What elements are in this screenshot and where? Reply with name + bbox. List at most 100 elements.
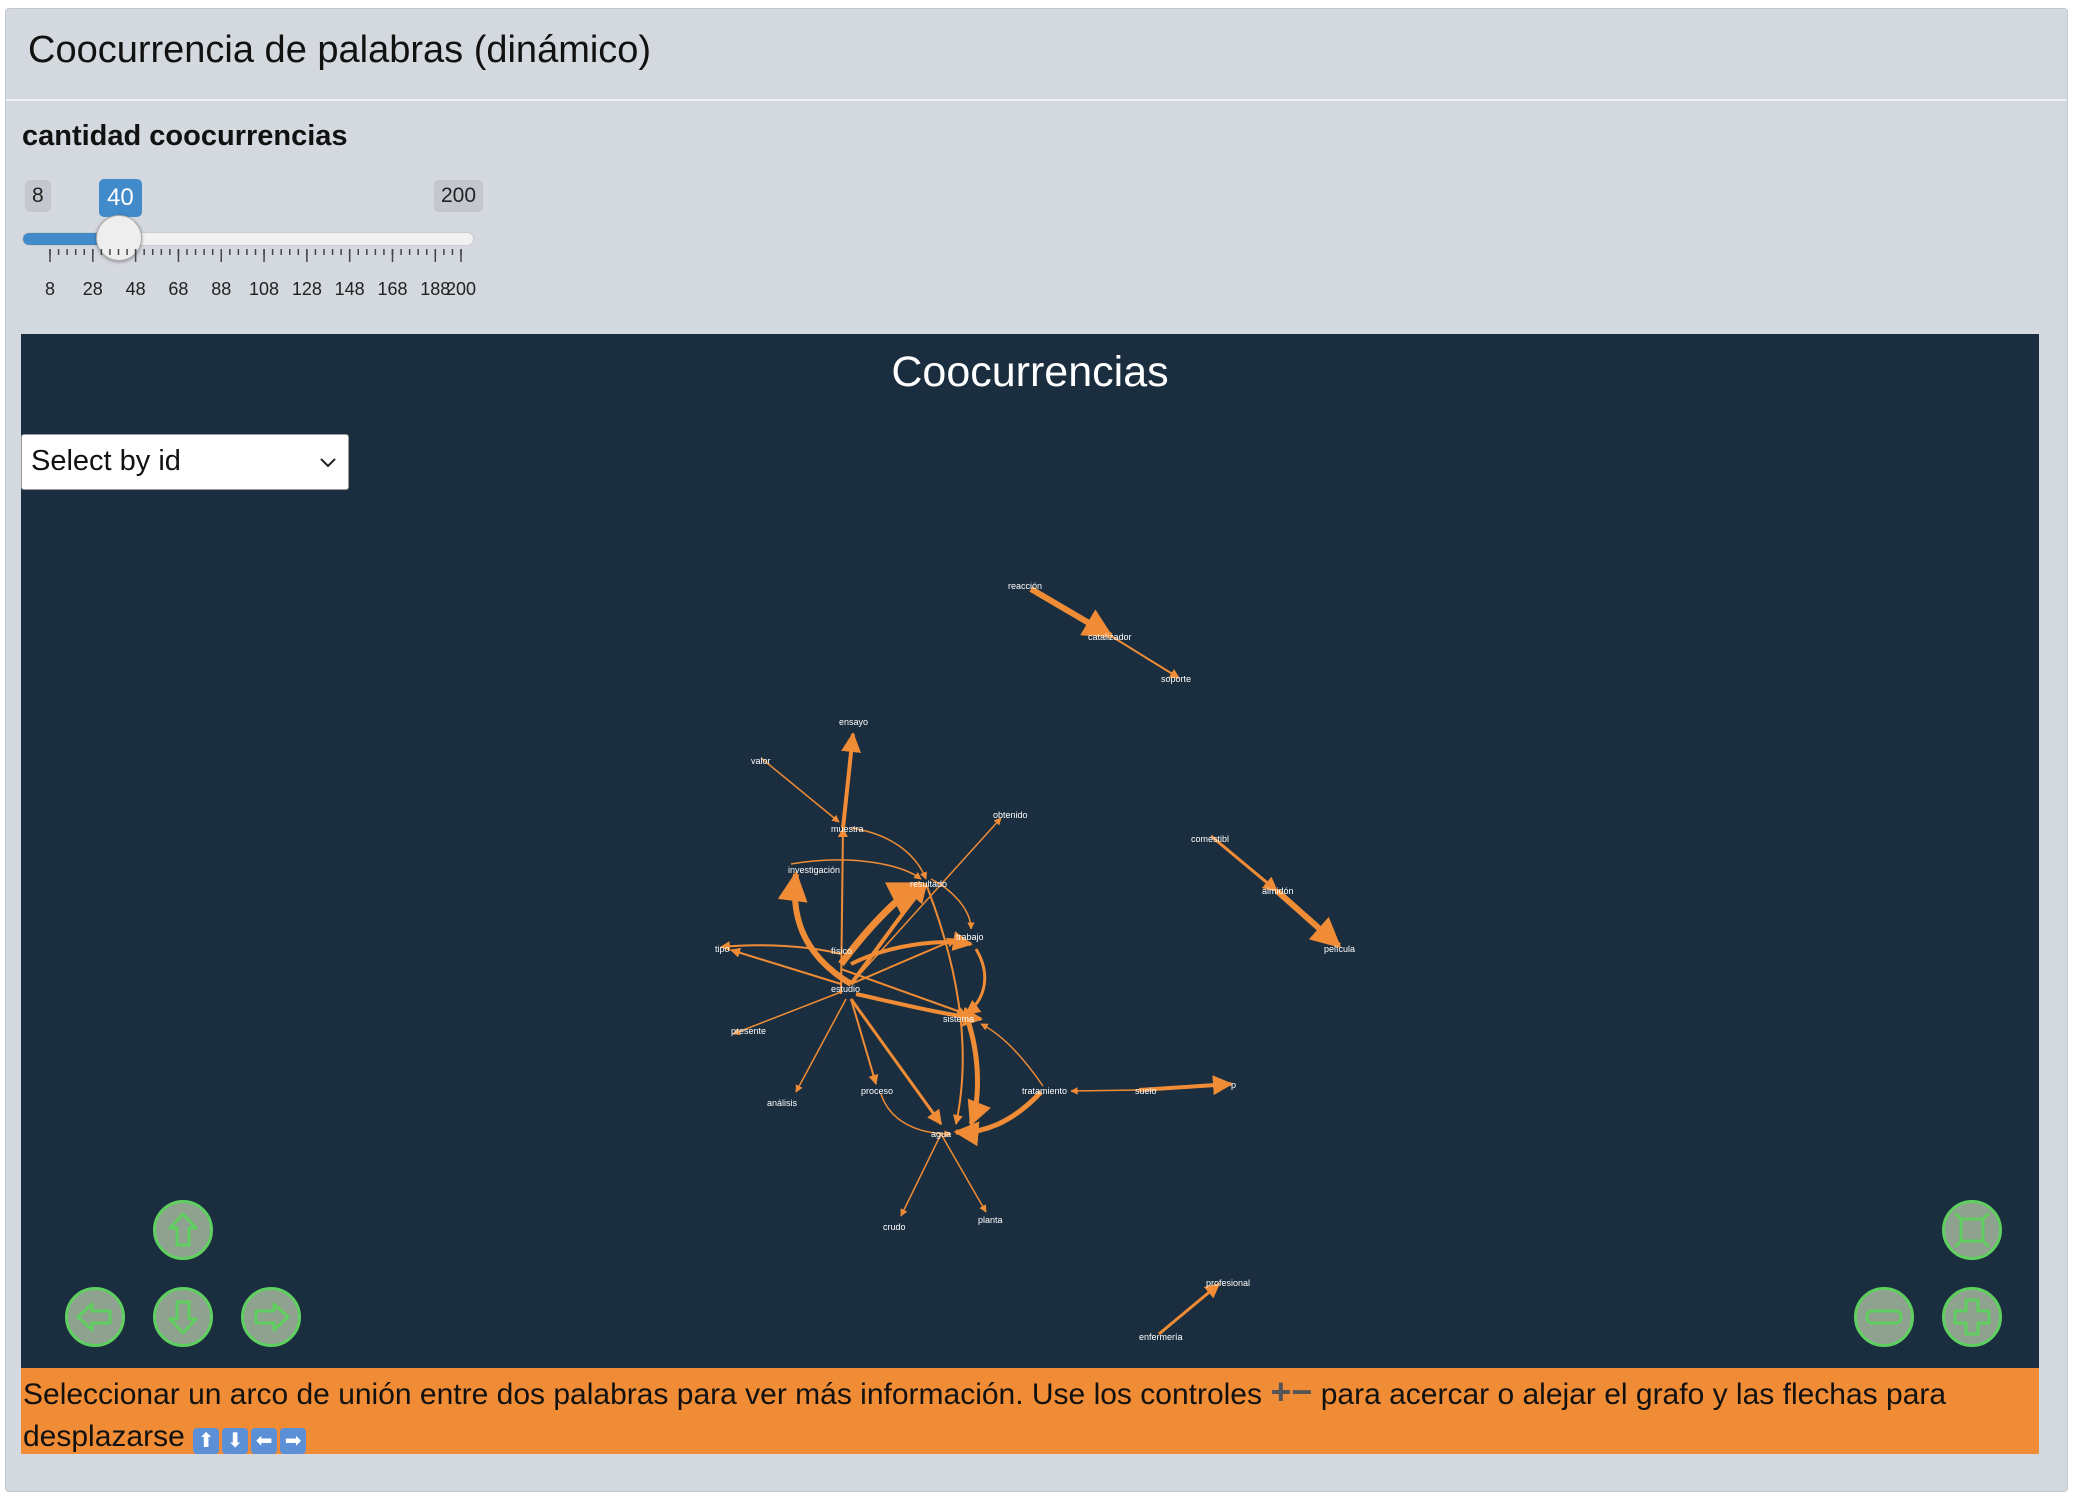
edge-valor-muestra bbox=[760, 757, 840, 823]
edge-estudio-agua bbox=[849, 998, 943, 1126]
pan-down-button[interactable] bbox=[153, 1287, 213, 1347]
edge-enfermeria-profesional bbox=[1158, 1282, 1221, 1336]
plus-icon bbox=[1953, 1298, 1991, 1336]
slider-max-badge: 200 bbox=[434, 180, 484, 212]
network-graph[interactable]: Coocurrencias Select by id bbox=[21, 334, 2039, 1368]
chevron-down-icon bbox=[320, 458, 336, 468]
node-suelo[interactable]: suelo bbox=[1135, 1086, 1157, 1096]
pan-left-button[interactable] bbox=[65, 1287, 125, 1347]
node-catalizador[interactable]: catalizador bbox=[1088, 632, 1132, 642]
graph-canvas[interactable]: reacción catalizador soporte ensayo valo… bbox=[21, 334, 2039, 1368]
node-sistema[interactable]: sistema bbox=[943, 1014, 974, 1024]
slider-tick-label: 68 bbox=[168, 279, 189, 299]
help-text-part-1: Seleccionar un arco de unión entre dos p… bbox=[23, 1378, 1271, 1411]
edge-muestra-ensayo bbox=[841, 732, 862, 829]
slider-ticks bbox=[49, 249, 462, 262]
slider-label: cantidad coocurrencias bbox=[22, 120, 348, 152]
node-estudio[interactable]: estudio bbox=[831, 984, 860, 994]
edge-estudio-investigacion bbox=[777, 871, 853, 987]
node-analisis[interactable]: análisis bbox=[767, 1098, 798, 1108]
arrow-up-icon bbox=[168, 1212, 198, 1247]
edge-estudio-sistema bbox=[855, 992, 983, 1027]
node-pelicula[interactable]: película bbox=[1324, 944, 1355, 954]
slider-tick-label: 168 bbox=[377, 279, 408, 299]
slider-tick-label: 28 bbox=[82, 279, 103, 299]
node-crudo[interactable]: crudo bbox=[883, 1222, 906, 1232]
arrow-right-icon bbox=[254, 1302, 290, 1332]
edge-investigacion-resultado bbox=[790, 859, 922, 880]
edge-comestibl-almidon bbox=[1210, 834, 1279, 893]
node-resultado[interactable]: resultado bbox=[910, 879, 947, 889]
edge-fisico-sistema bbox=[840, 968, 967, 1016]
node-tratamiento[interactable]: tratamiento bbox=[1022, 1086, 1067, 1096]
slider-tick-label: 148 bbox=[334, 279, 365, 299]
node-enfermeria[interactable]: enfermería bbox=[1139, 1332, 1183, 1342]
help-text-part-2: para acercar o alejar el grafo y las fle… bbox=[23, 1378, 1947, 1453]
edge-tratamiento-sistema bbox=[980, 1023, 1044, 1087]
edge-estudio-muestra bbox=[837, 827, 848, 995]
node-presente[interactable]: presente bbox=[731, 1026, 766, 1036]
arrow-keys-icon: ⬆ ⬇ ⬅ ➡ bbox=[193, 1417, 309, 1459]
slider-tick-label: 128 bbox=[291, 279, 322, 299]
node-trabajo[interactable]: trabajo bbox=[956, 932, 984, 942]
node-comestibl[interactable]: comestibl bbox=[1191, 834, 1229, 844]
edge-agua-crudo bbox=[900, 1133, 942, 1217]
slider-tick-label: 8 bbox=[44, 279, 56, 299]
graph-labels: reacción catalizador soporte ensayo valo… bbox=[715, 581, 1355, 1342]
arrow-left-icon bbox=[76, 1302, 112, 1332]
node-obtenido[interactable]: obtenido bbox=[993, 810, 1028, 820]
arrow-down-icon bbox=[168, 1300, 198, 1335]
minus-icon bbox=[1865, 1309, 1903, 1325]
slider-tick-label: 48 bbox=[125, 279, 146, 299]
edge-estudio-presente bbox=[732, 991, 842, 1036]
node-tipo[interactable]: tipo bbox=[715, 944, 730, 954]
node-agua[interactable]: agua bbox=[931, 1129, 951, 1139]
slider-tick-label: 108 bbox=[249, 279, 280, 299]
edge-resultado-trabajo bbox=[930, 878, 975, 930]
edge-sistema-agua bbox=[966, 1023, 991, 1127]
node-planta[interactable]: planta bbox=[978, 1215, 1003, 1225]
edge-estudio-trabajo bbox=[850, 937, 957, 985]
slider-min-badge: 8 bbox=[25, 180, 51, 212]
edge-proceso-agua bbox=[880, 1093, 952, 1138]
pan-right-button[interactable] bbox=[241, 1287, 301, 1347]
edge-almidon-pelicula bbox=[1275, 888, 1342, 949]
edge-fisico-tipo bbox=[720, 941, 842, 955]
node-ensayo[interactable]: ensayo bbox=[839, 717, 868, 727]
graph-edges bbox=[720, 586, 1342, 1336]
edge-estudio-tipo bbox=[730, 947, 842, 985]
node-almidon[interactable]: almidón bbox=[1262, 886, 1294, 896]
edge-estudio-obtenido bbox=[850, 817, 1002, 985]
node-p[interactable]: p bbox=[1231, 1080, 1236, 1090]
select-placeholder: Select by id bbox=[31, 445, 181, 477]
edge-estudio-resultado bbox=[849, 882, 928, 986]
edge-estudio-analisis bbox=[795, 998, 847, 1093]
node-reaccion[interactable]: reacción bbox=[1008, 581, 1042, 591]
panel-header: Coocurrencia de palabras (dinámico) bbox=[6, 9, 2067, 101]
edge-suelo-p bbox=[1138, 1075, 1233, 1096]
edge-resultado-agua bbox=[925, 883, 964, 1125]
pan-up-button[interactable] bbox=[153, 1200, 213, 1260]
node-valor[interactable]: valor bbox=[751, 756, 771, 766]
node-fisico[interactable]: físico bbox=[831, 946, 852, 956]
edge-fisico-trabajo bbox=[850, 931, 973, 966]
fit-view-button[interactable] bbox=[1942, 1200, 2002, 1260]
slider-fill bbox=[23, 233, 119, 245]
edge-estudio-proceso bbox=[850, 998, 879, 1085]
node-muestra[interactable]: muestra bbox=[831, 824, 864, 834]
node-investigacion[interactable]: investigación bbox=[788, 865, 840, 875]
slider-tick-label: 188 bbox=[420, 279, 451, 299]
node-soporte[interactable]: soporte bbox=[1161, 674, 1191, 684]
zoom-in-button[interactable] bbox=[1942, 1287, 2002, 1347]
select-by-id-dropdown[interactable]: Select by id bbox=[21, 434, 349, 490]
node-proceso[interactable]: proceso bbox=[861, 1086, 893, 1096]
node-profesional[interactable]: profesional bbox=[1206, 1278, 1250, 1288]
edge-reaccion-catalizador bbox=[1029, 586, 1114, 639]
edge-trabajo-sistema bbox=[964, 948, 987, 1016]
edge-catalizador-soporte bbox=[1110, 635, 1180, 679]
edge-suelo-tratamiento bbox=[1070, 1087, 1140, 1095]
edge-agua-planta bbox=[940, 1133, 987, 1213]
zoom-out-button[interactable] bbox=[1854, 1287, 1914, 1347]
graph-title: Coocurrencias bbox=[891, 348, 1169, 396]
edge-muestra-resultado bbox=[850, 827, 927, 880]
